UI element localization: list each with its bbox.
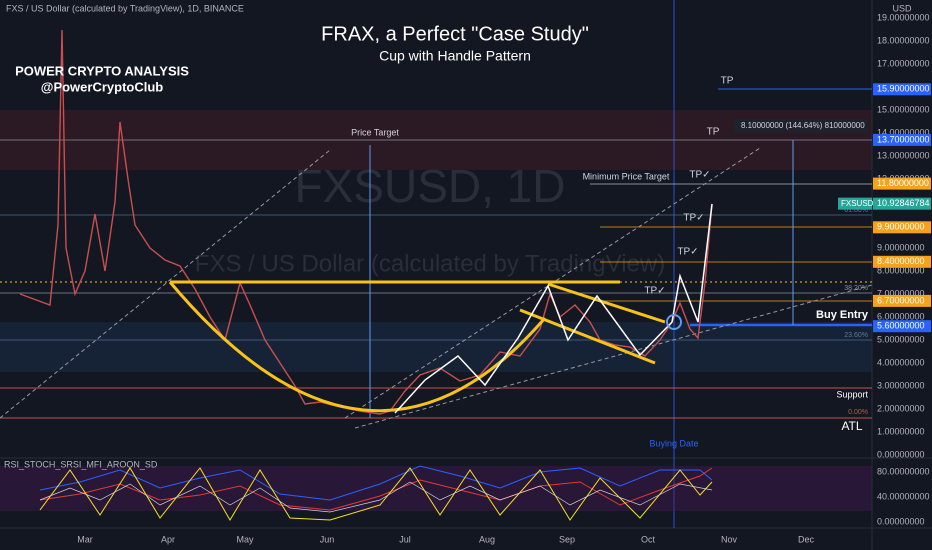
osc-axis-label: 80.00000000 xyxy=(877,466,930,476)
watermark-description: FXS / US Dollar (calculated by TradingVi… xyxy=(195,250,665,277)
price-axis-label: 18.00000000 xyxy=(877,35,930,45)
tp-check: TP✓ xyxy=(683,213,704,224)
handle-line xyxy=(519,308,656,365)
price-tag-label: 6.70000000 xyxy=(877,295,925,305)
price-tag xyxy=(873,221,931,234)
price-tag-label: 11.80000000 xyxy=(877,178,929,188)
price-axis-label: 1.00000000 xyxy=(877,426,925,436)
tp-label: TP xyxy=(721,76,734,87)
price-axis-label: 3.00000000 xyxy=(877,380,925,390)
osc-axis-label: 0.00000000 xyxy=(877,516,925,526)
time-axis-label: Sep xyxy=(559,534,575,544)
handle-line xyxy=(547,282,666,324)
time-axis-label: Nov xyxy=(721,534,738,544)
symbol-header: FXS / US Dollar (calculated by TradingVi… xyxy=(6,3,244,13)
osc-axis-label: 40.00000000 xyxy=(877,491,930,501)
measure: 8.10000000 (144.64%) 810000000 xyxy=(741,121,865,130)
price-tag-label: 15.90000000 xyxy=(877,84,930,94)
price-tag-label: 9.90000000 xyxy=(877,222,925,232)
author-name: POWER CRYPTO ANALYSIS xyxy=(15,63,189,78)
tp-label: TP xyxy=(707,127,720,138)
osc-line xyxy=(39,481,713,513)
fib-label: 38.20% xyxy=(844,285,868,292)
price-axis-label: 19.00000000 xyxy=(877,12,930,22)
price-tag xyxy=(873,133,931,146)
osc-line xyxy=(39,465,713,501)
support-zone xyxy=(0,322,872,372)
tp-check: TP✓ xyxy=(689,170,710,181)
time-axis-label: Apr xyxy=(161,534,175,544)
title: FRAX, a Perfect "Case Study" xyxy=(321,23,589,45)
osc-name: RSI_STOCH_SRSI_MFI_AROON_SD xyxy=(4,459,158,469)
entry-marker xyxy=(666,314,682,330)
symbol-tag-label: FXSUSD xyxy=(841,199,874,208)
time-axis-label: May xyxy=(236,534,254,544)
price-tag xyxy=(873,83,931,96)
price-tag-label: 10.92846784 xyxy=(877,198,930,208)
subtitle: Cup with Handle Pattern xyxy=(379,48,531,64)
price-axis-label: 6.00000000 xyxy=(877,311,925,321)
price-axis-label: 4.00000000 xyxy=(877,357,925,367)
buy-entry: Buy Entry xyxy=(816,309,869,321)
min-target: Minimum Price Target xyxy=(583,171,670,181)
author-handle: @PowerCryptoClub xyxy=(41,79,164,94)
price-axis-label: 9.00000000 xyxy=(877,242,925,252)
support: Support xyxy=(836,389,868,399)
price-tag-label: 8.40000000 xyxy=(877,256,925,266)
price-tag xyxy=(873,197,931,210)
time-axis-label: Aug xyxy=(479,534,495,544)
price-axis-label: 2.00000000 xyxy=(877,403,925,413)
trend-line xyxy=(0,149,331,419)
buying-date: Buying Date xyxy=(649,438,698,448)
time-axis-label: Jul xyxy=(399,534,411,544)
price-axis-label: 13.00000000 xyxy=(877,150,930,160)
price-axis-label: 7.00000000 xyxy=(877,288,925,298)
osc-band xyxy=(0,466,872,511)
measure-box xyxy=(734,119,868,133)
price-tag xyxy=(873,294,931,307)
time-axis-label: Jun xyxy=(320,534,335,544)
price-target: Price Target xyxy=(351,127,399,137)
cup-curve xyxy=(168,281,547,413)
trend-line xyxy=(354,284,873,429)
watermark-symbol: FXSUSD, 1D xyxy=(295,160,566,212)
tp-check: TP✓ xyxy=(677,247,698,258)
price-axis-label: 14.00000000 xyxy=(877,127,930,137)
time-axis-label: Mar xyxy=(77,534,93,544)
currency: USD xyxy=(892,3,912,13)
atl: ATL xyxy=(841,419,862,433)
symbol-tag xyxy=(838,197,872,210)
price-axis-label: 0.00000000 xyxy=(877,449,925,459)
time-axis-label: Oct xyxy=(641,534,656,544)
price-axis-label: 15.00000000 xyxy=(877,104,930,114)
price-tag xyxy=(873,255,931,268)
price-axis-label: 5.00000000 xyxy=(877,334,925,344)
wave-line xyxy=(394,203,713,414)
osc-line xyxy=(39,467,713,521)
time-axis-label: Dec xyxy=(798,534,815,544)
price-tag xyxy=(873,320,931,333)
fib-label: 23.60% xyxy=(844,332,868,339)
price-axis-label: 17.00000000 xyxy=(877,58,930,68)
price-tag-label: 5.60000000 xyxy=(877,321,925,331)
fib-label: 0.00% xyxy=(848,409,868,416)
tp-check: TP✓ xyxy=(644,286,665,297)
price-axis-label: 8.00000000 xyxy=(877,265,925,275)
fib-label: 61.80% xyxy=(844,207,868,214)
price-tag-label: 13.70000000 xyxy=(877,134,930,144)
price-tag xyxy=(873,177,931,190)
